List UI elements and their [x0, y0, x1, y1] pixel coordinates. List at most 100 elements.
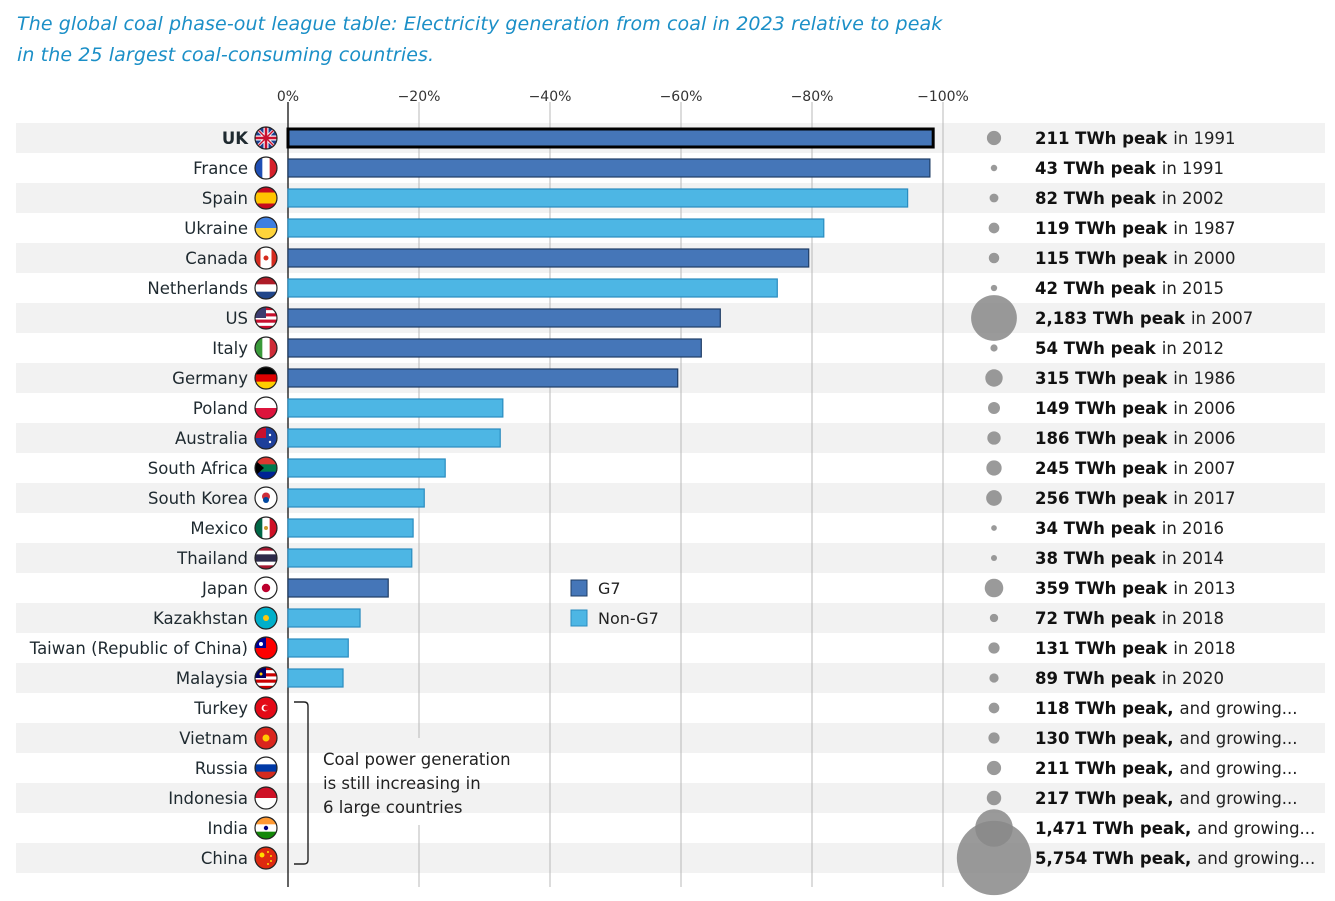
peak-bubble	[990, 554, 998, 562]
row-shade	[16, 663, 1325, 693]
flag-part	[255, 565, 277, 569]
bar-kazakhstan	[287, 608, 361, 628]
kazakhstan-flag-icon	[255, 607, 277, 629]
flag-part	[269, 157, 277, 179]
country-label: Taiwan (Republic of China)	[29, 639, 248, 658]
peak-label: 115 TWh peak in 2000	[1035, 249, 1236, 268]
peak-label: 315 TWh peak in 1986	[1035, 369, 1236, 388]
legend-label-non_g7: Non-G7	[598, 609, 659, 628]
spain-flag-icon	[255, 187, 277, 209]
peak-bubbles	[956, 130, 1032, 896]
peak-label: 217 TWh peak, and growing...	[1035, 789, 1298, 808]
peak-suffix: in 2014	[1162, 549, 1224, 568]
peak-label: 149 TWh peak in 2006	[1035, 399, 1236, 418]
peak-value: 43 TWh peak	[1035, 159, 1157, 178]
peak-value: 359 TWh peak	[1035, 579, 1168, 598]
flag-outline	[254, 486, 278, 510]
flag-part	[255, 319, 277, 324]
peak-suffix: and growing...	[1197, 849, 1315, 868]
peak-suffix: and growing...	[1197, 819, 1315, 838]
china-flag-icon	[255, 847, 277, 869]
peak-label: 119 TWh peak in 1987	[1035, 219, 1236, 238]
flag-part	[255, 427, 266, 438]
mexico-flag-icon	[255, 517, 277, 539]
peak-value: 315 TWh peak	[1035, 369, 1168, 388]
peak-value: 211 TWh peak	[1035, 129, 1168, 148]
peak-value: 256 TWh peak	[1035, 489, 1168, 508]
flag-outline	[254, 786, 278, 810]
flag-part	[263, 615, 269, 621]
peak-value: 119 TWh peak	[1035, 219, 1168, 238]
peak-label: 38 TWh peak in 2014	[1035, 549, 1224, 568]
peak-labels: 211 TWh peak in 1991 43 TWh peak in 1991 82 …	[1035, 129, 1315, 868]
flag-outline	[254, 816, 278, 840]
bar-south-africa	[287, 458, 446, 478]
flag-part	[260, 247, 267, 269]
peak-bubble	[991, 525, 997, 531]
flag-part	[255, 554, 277, 559]
peak-label: 42 TWh peak in 2015	[1035, 279, 1224, 298]
country-label: Germany	[172, 369, 248, 388]
peak-value: 130 TWh peak,	[1035, 729, 1174, 748]
flag-part	[267, 851, 269, 853]
peak-suffix: in 2017	[1173, 489, 1235, 508]
peak-bubble	[971, 295, 1017, 341]
flag-part	[263, 705, 269, 711]
bar-germany	[287, 368, 679, 388]
x-axis-ticks: 0% −20% −40% −60% −80% −100%	[277, 89, 969, 105]
peak-label: 43 TWh peak in 1991	[1035, 159, 1224, 178]
poland-flag-icon	[255, 397, 277, 419]
row-shade	[16, 783, 1325, 813]
country-label: South Korea	[148, 489, 248, 508]
canada-flag-icon	[255, 247, 277, 269]
flag-part	[268, 440, 272, 444]
flag-part	[255, 284, 277, 292]
bar-japan	[287, 578, 389, 598]
flag-part	[255, 307, 266, 318]
country-label: Netherlands	[147, 279, 248, 298]
peak-bubble	[988, 222, 1000, 234]
peak-label: 5,754 TWh peak, and growing...	[1035, 849, 1315, 868]
chart-title-line-2: in the 25 largest coal-consuming countri…	[17, 44, 435, 66]
flag-part	[255, 676, 277, 680]
flag-part	[267, 863, 269, 865]
flag-part	[255, 367, 277, 375]
uk-flag-icon	[255, 127, 277, 149]
flag-outline	[254, 606, 278, 630]
flag-part	[255, 203, 277, 209]
country-label: Japan	[201, 579, 248, 598]
peak-label: 186 TWh peak in 2006	[1035, 429, 1236, 448]
flag-part	[269, 517, 277, 539]
flag-outline	[254, 336, 278, 360]
peak-label: 54 TWh peak in 2012	[1035, 339, 1224, 358]
peak-value: 82 TWh peak	[1035, 189, 1157, 208]
peak-suffix: in 2018	[1162, 609, 1224, 628]
peak-bubble	[984, 578, 1004, 598]
flag-part	[255, 217, 277, 229]
flag-part	[255, 187, 277, 193]
row-shade	[16, 483, 1325, 513]
flag-part	[262, 734, 270, 742]
flag-part	[255, 464, 277, 472]
bar-thailand	[287, 548, 413, 568]
peak-bubble	[988, 402, 1000, 414]
peak-suffix: in 2012	[1162, 339, 1224, 358]
peak-bubble	[986, 460, 1002, 476]
bar-south-korea	[287, 488, 425, 508]
legend-label-g7: G7	[598, 579, 621, 598]
flag-outline	[254, 426, 278, 450]
flag-part	[255, 685, 277, 689]
peak-bubble	[956, 820, 1032, 896]
country-label: UK	[222, 129, 249, 148]
annotation-line: 6 large countries	[323, 798, 462, 817]
flag-part	[255, 682, 277, 687]
x-tick-label: −100%	[917, 89, 969, 105]
flag-part	[255, 381, 277, 389]
peak-label: 72 TWh peak in 2018	[1035, 609, 1224, 628]
peak-value: 211 TWh peak,	[1035, 759, 1174, 778]
country-label: Italy	[212, 339, 248, 358]
flag-part	[255, 558, 277, 562]
peak-suffix: and growing...	[1180, 729, 1298, 748]
peak-value: 38 TWh peak	[1035, 549, 1157, 568]
x-tick-label: 0%	[277, 89, 299, 105]
